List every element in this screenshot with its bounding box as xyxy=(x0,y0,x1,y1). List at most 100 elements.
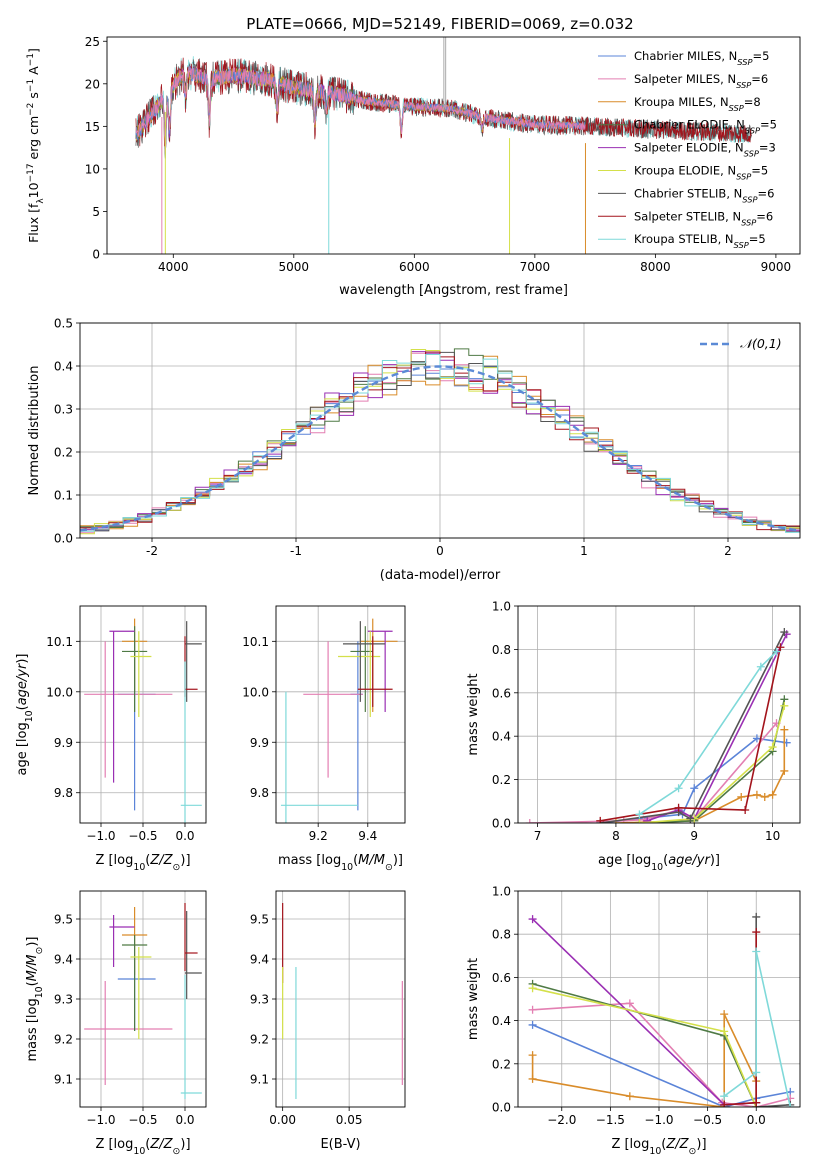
weight-marker xyxy=(528,915,537,924)
weight-marker xyxy=(737,792,746,801)
x-tick-label: −0.5 xyxy=(693,1113,722,1127)
y-tick-label: 0.6 xyxy=(492,686,511,700)
axes-frame: 7 8 9 10 0.0 0.2 0.4 0.6 0.8 1.0 age [log10(age/yr… xyxy=(466,600,801,873)
weight-series xyxy=(639,705,786,823)
plot-area xyxy=(135,37,752,254)
y-tick-label: 9.9 xyxy=(54,736,73,750)
figure-title: PLATE=0666, MJD=52149, FIBERID=0069, z=0… xyxy=(246,15,633,33)
weight-marker xyxy=(768,743,777,752)
weight-marker xyxy=(528,1020,537,1029)
weight-marker xyxy=(780,701,789,710)
x-tick-label: 8000 xyxy=(640,260,671,274)
x-axis-label: Z [log10(Z/Z⊙)] xyxy=(95,1137,190,1157)
axes-frame: 0.00 0.05 9.1 9.2 9.3 9.4 9.5 E(B-V) xyxy=(250,890,406,1152)
y-tick-label: 0.6 xyxy=(492,971,511,985)
panel-mass-vs-ebv: 0.00 0.05 9.1 9.2 9.3 9.4 9.5 E(B-V) xyxy=(250,890,406,1152)
panel-age-vs-mass: 9.2 9.4 9.8 9.9 10.0 10.1 mass [log10(M/M⊙)] xyxy=(242,605,406,873)
weight-series xyxy=(638,651,778,815)
y-tick-label: 0.8 xyxy=(492,928,511,942)
weight-marker xyxy=(635,819,644,823)
plot-area xyxy=(525,628,791,823)
legend-label: Chabrier STELIB, NSSP=6 xyxy=(634,186,774,204)
x-tick-label: 0.0 xyxy=(175,829,194,843)
weight-marker xyxy=(772,647,781,656)
y-tick-label: 0.2 xyxy=(54,446,73,460)
weight-marker xyxy=(686,814,695,823)
weight-marker xyxy=(756,662,765,671)
x-axis-label: wavelength [Angstrom, rest frame] xyxy=(339,283,568,298)
y-tick-label: 1.0 xyxy=(492,885,511,899)
y-tick-label: 0.2 xyxy=(492,773,511,787)
y-tick-label: 10.0 xyxy=(242,685,269,699)
axes-border xyxy=(517,890,801,1108)
legend-label: Salpeter ELODIE, NSSP=3 xyxy=(634,141,776,159)
weight-marker xyxy=(780,725,789,734)
weight-marker xyxy=(741,805,750,814)
weight-marker xyxy=(720,1092,729,1101)
plot-area xyxy=(84,903,202,1099)
y-axis-label: mass weight xyxy=(466,958,481,1040)
y-axis-label: mass weight xyxy=(466,673,481,755)
weight-marker xyxy=(760,792,769,801)
x-tick-label: 9.4 xyxy=(358,829,377,843)
weight-marker xyxy=(528,1005,537,1014)
axes-border xyxy=(79,605,207,824)
weight-marker xyxy=(674,784,683,793)
x-tick-label: −1.0 xyxy=(86,829,115,843)
y-tick-label: 9.3 xyxy=(54,993,73,1007)
y-tick-label: 9.1 xyxy=(250,1073,269,1087)
weight-marker xyxy=(674,803,683,812)
x-tick-label: -2 xyxy=(146,544,158,558)
panel-residuals: -2 -1 0 1 2 0.0 0.1 0.2 0.3 0.4 0.5 𝒩(0,1) (data-mod… xyxy=(27,317,801,583)
y-tick-label: 0.0 xyxy=(492,817,511,831)
weight-marker xyxy=(525,819,534,823)
y-tick-label: 9.4 xyxy=(54,953,73,967)
y-tick-label: 9.9 xyxy=(250,736,269,750)
y-tick-label: 9.8 xyxy=(250,786,269,800)
weight-marker xyxy=(780,628,789,637)
x-tick-label: 0.0 xyxy=(747,1113,766,1127)
x-axis-label: age [log10(age/yr)] xyxy=(598,853,720,873)
x-tick-label: −0.5 xyxy=(128,829,157,843)
x-tick-label: −1.0 xyxy=(644,1113,673,1127)
plot-area xyxy=(528,912,795,1107)
y-tick-label: 10.0 xyxy=(46,685,73,699)
plot-area xyxy=(80,348,800,535)
weight-marker xyxy=(720,1027,729,1036)
x-tick-label: 9.2 xyxy=(309,829,328,843)
weight-marker xyxy=(768,790,777,799)
y-tick-label: 9.1 xyxy=(54,1073,73,1087)
axes-border xyxy=(106,36,801,255)
x-tick-label: 9 xyxy=(690,829,698,843)
x-tick-label: 7000 xyxy=(520,260,551,274)
axes-frame: −1.0 −0.5 0.0 9.8 9.9 10.0 10.1 Z [log10(Z/Z⊙)]… xyxy=(15,605,207,873)
axes-border xyxy=(275,890,406,1108)
weight-series xyxy=(532,1024,791,1107)
x-axis-label: mass [log10(M/M⊙)] xyxy=(278,853,403,873)
axes-frame: 4000 5000 6000 7000 8000 9000 0 5 10 15 20 25 Chabri… xyxy=(26,35,801,298)
x-tick-label: 9000 xyxy=(761,260,792,274)
y-tick-label: 1.0 xyxy=(492,600,511,614)
legend-label: Kroupa STELIB, NSSP=5 xyxy=(634,232,766,250)
y-tick-label: 0 xyxy=(92,248,100,262)
plot-area xyxy=(280,618,398,823)
x-tick-label: 1 xyxy=(580,544,588,558)
legend: Chabrier MILES, NSSP=5 Salpeter MILES, NS… xyxy=(598,49,777,250)
weight-marker xyxy=(625,1092,634,1101)
legend-label: Salpeter STELIB, NSSP=6 xyxy=(634,209,773,227)
weight-series xyxy=(723,951,792,1107)
x-tick-label: 0.00 xyxy=(269,1113,296,1127)
weight-marker xyxy=(752,1068,761,1077)
y-axis-label: mass [log10(M/M⊙)] xyxy=(25,937,45,1062)
x-tick-label: 10 xyxy=(765,829,780,843)
x-tick-label: −2.0 xyxy=(547,1113,576,1127)
y-tick-label: 25 xyxy=(85,35,100,49)
y-tick-label: 10.1 xyxy=(242,635,269,649)
y-tick-label: 0.0 xyxy=(492,1101,511,1115)
panel-weight-vs-z: −2.0 −1.5 −1.0 −0.5 0.0 0.0 0.2 0.4 0.6 0.8 1.0 Z [… xyxy=(466,885,801,1157)
weight-marker xyxy=(720,1100,729,1107)
legend-label: Kroupa MILES, NSSP=8 xyxy=(634,95,761,113)
x-tick-label: 6000 xyxy=(399,260,430,274)
legend: 𝒩(0,1) xyxy=(700,336,782,351)
